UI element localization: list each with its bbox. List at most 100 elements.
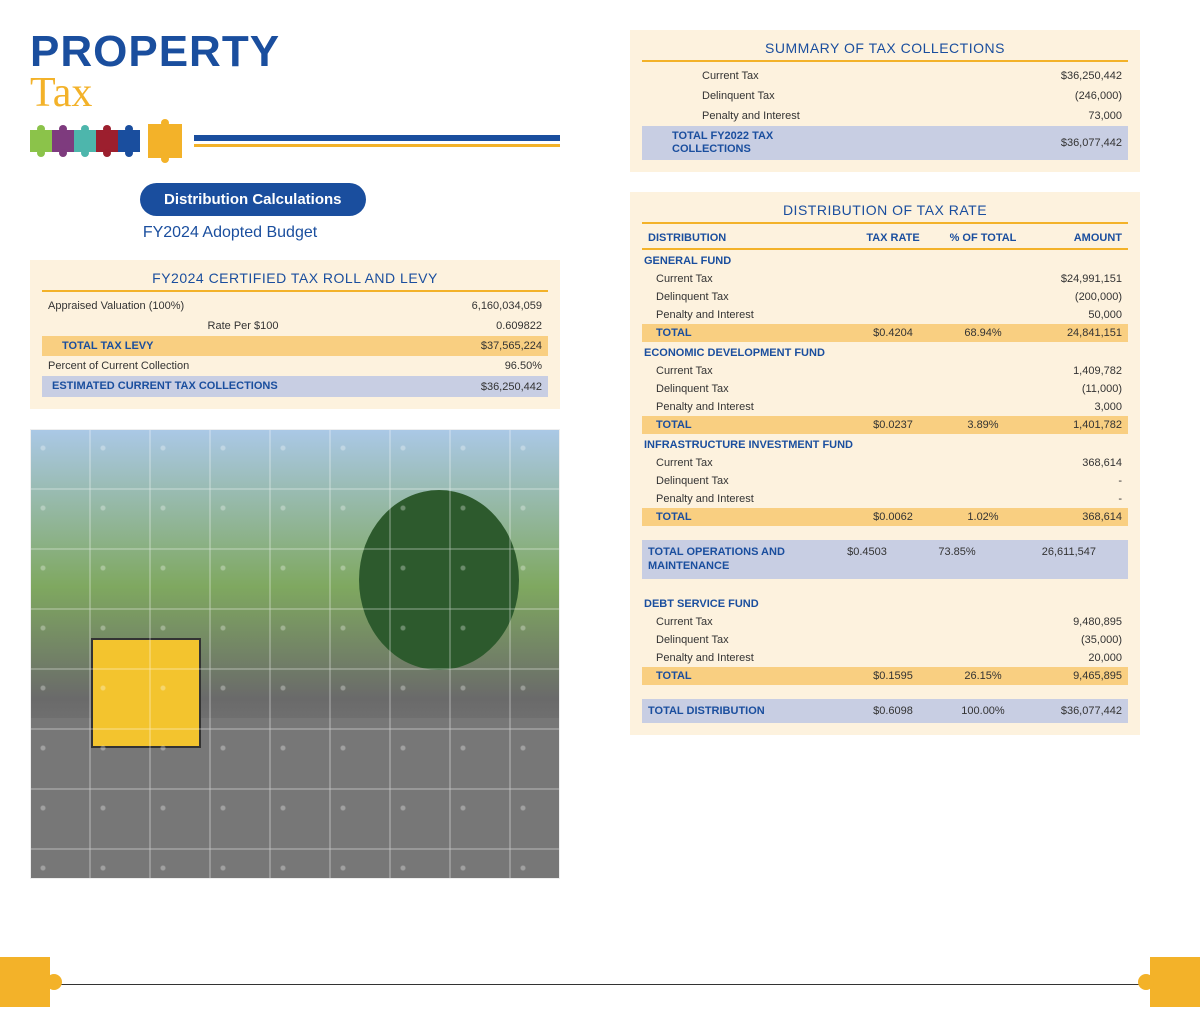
col-taxrate: TAX RATE xyxy=(848,232,938,244)
levy-title: FY2024 CERTIFIED TAX ROLL AND LEVY xyxy=(42,270,548,292)
levy-est-value: $36,250,442 xyxy=(438,381,548,393)
cell-pct xyxy=(938,383,1028,395)
cell-rate xyxy=(848,616,938,628)
levy-percent-value: 96.50% xyxy=(438,360,548,372)
cell-label: Current Tax xyxy=(642,365,848,377)
cell-amount: 9,465,895 xyxy=(1028,670,1128,682)
cell-rate: $0.0062 xyxy=(848,511,938,523)
distribution-card: DISTRIBUTION OF TAX RATE DISTRIBUTION TA… xyxy=(630,192,1140,734)
cell-pct xyxy=(938,652,1028,664)
cell-amount: 9,480,895 xyxy=(1028,616,1128,628)
col-pct: % OF TOTAL xyxy=(938,232,1028,244)
cell-amount: 368,614 xyxy=(1028,511,1128,523)
cell-amount: (35,000) xyxy=(1028,634,1128,646)
cell-amount: $24,991,151 xyxy=(1028,273,1128,285)
cell-label: Appraised Valuation (100%) xyxy=(42,300,438,312)
cell-amount: 1,409,782 xyxy=(1028,365,1128,377)
cell-label: Penalty and Interest xyxy=(642,401,848,413)
levy-est-label: ESTIMATED CURRENT TAX COLLECTIONS xyxy=(42,380,438,393)
cell-rate xyxy=(848,273,938,285)
cell-pct xyxy=(938,493,1028,505)
grand-total-row: TOTAL DISTRIBUTION $0.6098 100.00% $36,0… xyxy=(642,699,1128,723)
levy-percent-label: Percent of Current Collection xyxy=(42,360,438,372)
cell-label: Current Tax xyxy=(642,273,848,285)
table-row: Current Tax 368,614 xyxy=(642,454,1128,472)
levy-total-label: TOTAL TAX LEVY xyxy=(42,340,438,352)
corner-puzzle-right-icon xyxy=(1150,957,1200,1007)
summary-total-row: TOTAL FY2022 TAX COLLECTIONS $36,077,442 xyxy=(642,126,1128,160)
table-row: Current Tax$36,250,442 xyxy=(642,66,1128,86)
levy-estimated-row: ESTIMATED CURRENT TAX COLLECTIONS $36,25… xyxy=(42,376,548,397)
cell-pct: 68.94% xyxy=(938,327,1028,339)
cell-amount: 1,401,782 xyxy=(1028,419,1128,431)
cell-pct xyxy=(938,401,1028,413)
cell-value: $36,250,442 xyxy=(1018,70,1128,82)
section-header: INFRASTRUCTURE INVESTMENT FUND xyxy=(642,434,1128,454)
table-row: Current Tax $24,991,151 xyxy=(642,270,1128,288)
table-row: Appraised Valuation (100%)6,160,034,059 xyxy=(42,296,548,316)
section-total-row: TOTAL$0.159526.15%9,465,895 xyxy=(642,667,1128,685)
puzzle-piece-icon xyxy=(74,130,96,152)
cell-amount: 20,000 xyxy=(1028,652,1128,664)
cell-label: Delinquent Tax xyxy=(642,475,848,487)
summary-title: SUMMARY OF TAX COLLECTIONS xyxy=(642,40,1128,62)
table-row: Delinquent Tax (35,000) xyxy=(642,631,1128,649)
distribution-badge: Distribution Calculations xyxy=(140,183,366,216)
budget-subtitle: FY2024 Adopted Budget xyxy=(30,224,430,242)
cell-amount: 3,000 xyxy=(1028,401,1128,413)
section-total-row: TOTAL$0.420468.94%24,841,151 xyxy=(642,324,1128,342)
table-row: Delinquent Tax(200,000) xyxy=(642,288,1128,306)
puzzle-piece-icon xyxy=(96,130,118,152)
page-title-property: PROPERTY xyxy=(30,30,560,74)
corner-puzzle-left-icon xyxy=(0,957,50,1007)
cell-pct: 26.15% xyxy=(938,670,1028,682)
cell-label: Current Tax xyxy=(642,616,848,628)
cell-rate xyxy=(848,365,938,377)
table-row: Current Tax 9,480,895 xyxy=(642,613,1128,631)
cell-label: Delinquent Tax xyxy=(642,634,848,646)
levy-percent-row: Percent of Current Collection 96.50% xyxy=(42,356,548,376)
levy-total-row: TOTAL TAX LEVY $37,565,224 xyxy=(42,336,548,356)
col-distribution: DISTRIBUTION xyxy=(642,232,848,244)
levy-card: FY2024 CERTIFIED TAX ROLL AND LEVY Appra… xyxy=(30,260,560,409)
cell-rate: $0.4204 xyxy=(848,327,938,339)
cell-label: Current Tax xyxy=(642,457,848,469)
cell-rate xyxy=(848,383,938,395)
cell-amount: - xyxy=(1028,475,1128,487)
section-header: DEBT SERVICE FUND xyxy=(642,593,1128,613)
distribution-header-row: DISTRIBUTION TAX RATE % OF TOTAL AMOUNT xyxy=(642,228,1128,250)
ops-total-label: TOTAL OPERATIONS AND MAINTENANCE xyxy=(642,546,822,572)
cell-pct xyxy=(938,291,1028,303)
cell-pct xyxy=(938,475,1028,487)
puzzle-piece-icon xyxy=(148,124,182,158)
section-header: ECONOMIC DEVELOPMENT FUND xyxy=(642,342,1128,362)
table-row: Penalty and Interest 3,000 xyxy=(642,398,1128,416)
ops-total-row: TOTAL OPERATIONS AND MAINTENANCE $0.4503… xyxy=(642,540,1128,578)
cell-label: TOTAL xyxy=(642,511,848,523)
table-row: Delinquent Tax(11,000) xyxy=(642,380,1128,398)
table-row: Penalty and Interest50,000 xyxy=(642,306,1128,324)
cell-rate: $0.1595 xyxy=(848,670,938,682)
section-header: GENERAL FUND xyxy=(642,250,1128,270)
col-amount: AMOUNT xyxy=(1028,232,1128,244)
puzzle-piece-icon xyxy=(52,130,74,152)
cell-value: 6,160,034,059 xyxy=(438,300,548,312)
cell-rate xyxy=(848,652,938,664)
levy-total-value: $37,565,224 xyxy=(438,340,548,352)
cell-label: Delinquent Tax xyxy=(642,90,1018,102)
cell-label: Penalty and Interest xyxy=(642,110,1018,122)
cell-pct xyxy=(938,457,1028,469)
footer-rule xyxy=(60,984,1140,985)
ops-total-rate: $0.4503 xyxy=(822,546,912,572)
divider-lines xyxy=(194,135,560,147)
summary-total-label: TOTAL FY2022 TAX COLLECTIONS xyxy=(642,130,842,156)
page-title-tax: Tax xyxy=(30,72,560,114)
cell-pct xyxy=(938,273,1028,285)
cell-rate xyxy=(848,291,938,303)
table-row: Penalty and Interest20,000 xyxy=(642,649,1128,667)
summary-total-value: $36,077,442 xyxy=(842,137,1128,149)
section-total-row: TOTAL$0.02373.89%1,401,782 xyxy=(642,416,1128,434)
cell-amount: 368,614 xyxy=(1028,457,1128,469)
cell-value: (246,000) xyxy=(1018,90,1128,102)
cell-amount: (200,000) xyxy=(1028,291,1128,303)
